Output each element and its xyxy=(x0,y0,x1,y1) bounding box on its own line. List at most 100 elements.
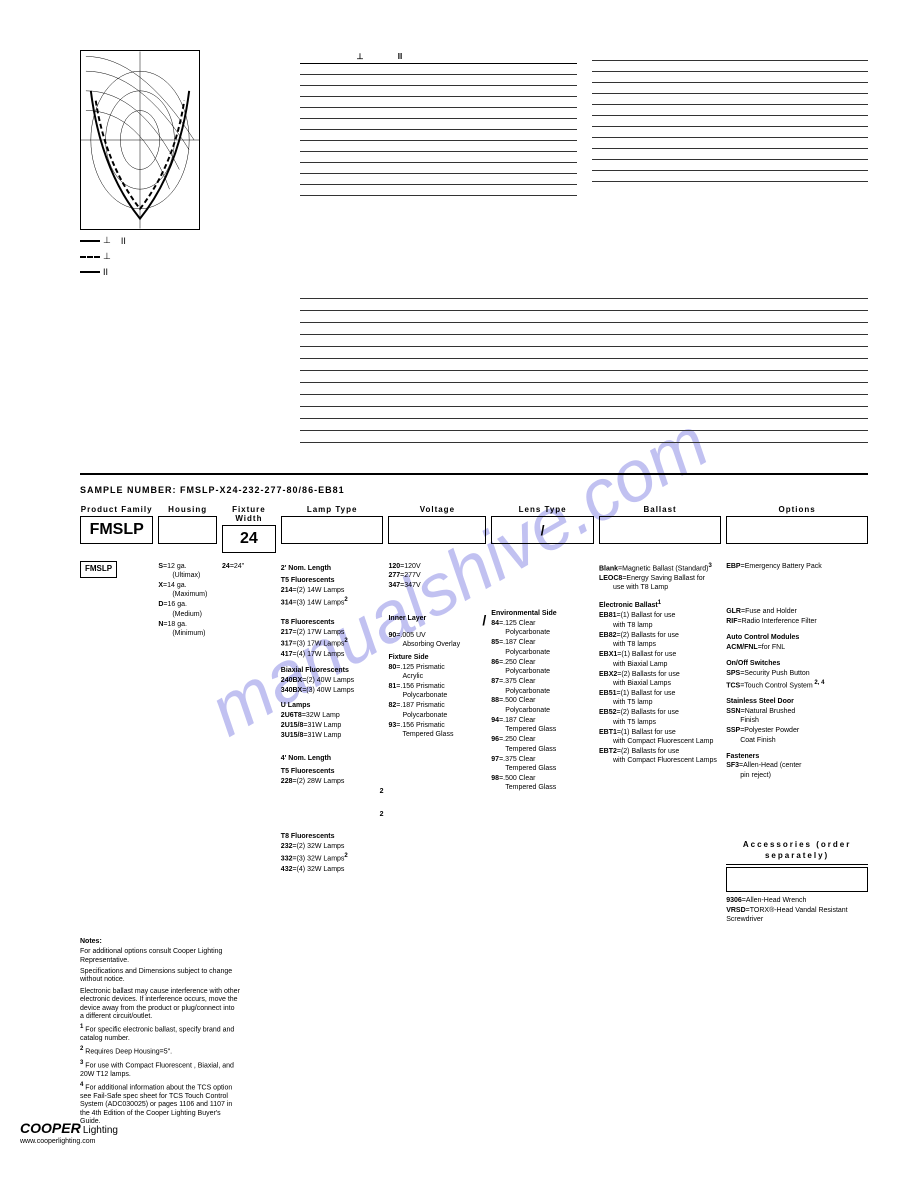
table-header-perp: ⊥ xyxy=(340,52,380,61)
table-row xyxy=(300,64,577,75)
box-housing xyxy=(158,516,217,544)
option-item: N=18 ga.(Minimum) xyxy=(158,620,217,639)
top-section: ⊥ II ⊥ II ⊥ II xyxy=(80,50,868,277)
box-fw: 24 xyxy=(222,525,276,553)
note-n1: For specific electronic ballast, specify… xyxy=(80,1027,234,1042)
col-header-lamp: Lamp Type xyxy=(281,505,384,514)
option-item: EB81=(1) Ballast for usewith T8 lamp xyxy=(599,611,721,630)
option-item: 98=.500 ClearTempered Glass xyxy=(491,774,594,793)
option-item: 24=24" xyxy=(222,562,276,571)
option-item: 120=120V xyxy=(388,562,486,571)
note-line xyxy=(300,299,868,311)
sample-number-value: FMSLP-X24-232-277-80/86-EB81 xyxy=(180,485,345,495)
option-item: 80=.125 PrismaticAcrylic xyxy=(388,663,486,682)
option-item: 2U15/8=31W Lamp xyxy=(281,721,384,730)
col-header-pf: Product Family xyxy=(80,505,153,514)
option-item: 93=.156 PrismaticTempered Glass xyxy=(388,721,486,740)
option-item: 214=(2) 14W Lamps xyxy=(281,586,384,595)
option-item: 347=347V xyxy=(388,581,486,590)
option-item: EBT2=(2) Ballasts for usewith Compact Fl… xyxy=(599,747,721,766)
option-item: GLR=Fuse and Holder xyxy=(726,607,868,616)
box-lamp xyxy=(281,516,384,544)
option-item: SSN=Natural BrushedFinish xyxy=(726,707,868,726)
option-item: 3U15/8=31W Lamp xyxy=(281,731,384,740)
option-item: 81=.156 PrismaticPolycarbonate xyxy=(388,682,486,701)
option-item: SPS=Security Push Button xyxy=(726,669,868,678)
legend-perp: ⊥ xyxy=(103,235,111,246)
option-item: LEOC8=Energy Saving Ballast foruse with … xyxy=(599,574,721,593)
option-item: EBP=Emergency Battery Pack xyxy=(726,562,868,571)
option-item: 432=(4) 32W Lamps xyxy=(281,865,384,874)
photometric-tables: ⊥ II xyxy=(300,50,868,277)
legend-para: II xyxy=(121,236,126,246)
option-item: X=14 ga.(Maximum) xyxy=(158,581,217,600)
box-options xyxy=(726,516,868,544)
note-line xyxy=(300,359,868,371)
option-item: 217=(2) 17W Lamps xyxy=(281,628,384,637)
option-item: VRSD=TORX®-Head Vandal Resistant Screwdr… xyxy=(726,906,868,925)
option-item: EBX2=(2) Ballasts for usewith Biaxial La… xyxy=(599,670,721,689)
col-header-fw: Fixture Width xyxy=(222,505,276,523)
option-item: 86=.250 ClearPolycarbonate xyxy=(491,658,594,677)
option-item: 88=.500 ClearPolycarbonate xyxy=(491,696,594,715)
photometric-diagram xyxy=(80,50,200,230)
note-line xyxy=(300,311,868,323)
option-item: 97=.375 ClearTempered Glass xyxy=(491,755,594,774)
option-item: TCS=Touch Control System 2, 4 xyxy=(726,679,868,691)
note-line xyxy=(300,407,868,419)
note-line xyxy=(300,347,868,359)
option-item: 85=.187 ClearPolycarbonate xyxy=(491,638,594,657)
note-line xyxy=(300,323,868,335)
lamp-list: 2' Nom. Length T5 Fluorescents 214=(2) 1… xyxy=(281,561,384,925)
housing-list: S=12 ga.(Ultimax)X=14 ga.(Maximum)D=16 g… xyxy=(158,561,217,925)
col-header-options: Options xyxy=(726,505,868,514)
table-row xyxy=(300,141,577,152)
note-n2: Requires Deep Housing=5". xyxy=(85,1049,172,1056)
option-item: EBT1=(1) Ballast for usewith Compact Flu… xyxy=(599,728,721,747)
option-item: 9306=Allen-Head Wrench xyxy=(726,896,868,905)
note-line xyxy=(300,419,868,431)
option-item: 94=.187 ClearTempered Glass xyxy=(491,716,594,735)
option-item: EB51=(1) Ballast for usewith T5 lamp xyxy=(599,689,721,708)
option-item: EB82=(2) Ballasts for usewith T8 lamps xyxy=(599,631,721,650)
detail-row: FMSLP S=12 ga.(Ultimax)X=14 ga.(Maximum)… xyxy=(80,561,868,925)
table-row xyxy=(300,108,577,119)
legend-para2: II xyxy=(103,267,108,277)
col-header-lens: Lens Type xyxy=(491,505,594,514)
note-line xyxy=(300,395,868,407)
table-row xyxy=(300,185,577,196)
pf-detail: FMSLP xyxy=(80,561,117,578)
table-row xyxy=(300,152,577,163)
note-p1: For additional options consult Cooper Li… xyxy=(80,948,240,965)
table-row xyxy=(300,174,577,185)
option-item: 96=.250 ClearTempered Glass xyxy=(491,735,594,754)
note-p3: Electronic ballast may cause interferenc… xyxy=(80,988,240,1022)
note-line xyxy=(300,431,868,443)
option-item: 90=.005 UVAbsorbing Overlay xyxy=(388,631,486,650)
option-item: EBX1=(1) Ballast for usewith Biaxial Lam… xyxy=(599,650,721,669)
fw-list: 24=24" xyxy=(222,561,276,925)
lens-list: Environmental Side 84=.125 ClearPolycarb… xyxy=(491,561,594,925)
legend-perp2: ⊥ xyxy=(103,251,111,262)
option-item: 232=(2) 32W Lamps xyxy=(281,842,384,851)
option-item: Blank=Magnetic Ballast (Standard)3 xyxy=(599,562,721,574)
note-line xyxy=(300,383,868,395)
sample-number-label: SAMPLE NUMBER: xyxy=(80,485,177,495)
col-header-ballast: Ballast xyxy=(599,505,721,514)
option-item: 240BX=(2) 40W Lamps xyxy=(281,676,384,685)
notes-lines-section xyxy=(300,287,868,443)
note-n3: For use with Compact Fluorescent , Biaxi… xyxy=(80,1063,234,1078)
option-item: 314=(3) 14W Lamps2 xyxy=(281,596,384,608)
box-ballast xyxy=(599,516,721,544)
box-pf: FMSLP xyxy=(80,516,153,544)
note-line xyxy=(300,371,868,383)
option-item: ACM/FNL=for FNL xyxy=(726,643,868,652)
diagram-legend: ⊥ II xyxy=(80,235,280,246)
table-row xyxy=(300,163,577,174)
box-volt xyxy=(388,516,486,544)
option-item: RIF=Radio Interference Filter xyxy=(726,617,868,626)
note-line xyxy=(300,287,868,299)
order-header-row: Product Family FMSLP Housing Fixture Wid… xyxy=(80,505,868,553)
option-item: SSP=Polyester PowderCoat Finish xyxy=(726,726,868,745)
option-item: 84=.125 ClearPolycarbonate xyxy=(491,619,594,638)
